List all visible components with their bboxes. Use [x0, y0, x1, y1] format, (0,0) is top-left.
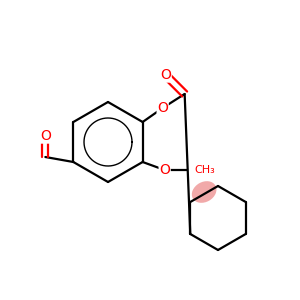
Text: O: O: [40, 129, 51, 143]
Ellipse shape: [192, 181, 217, 203]
Text: O: O: [160, 68, 171, 82]
Text: O: O: [157, 101, 168, 115]
Text: CH₃: CH₃: [195, 165, 215, 175]
Text: O: O: [159, 163, 170, 177]
